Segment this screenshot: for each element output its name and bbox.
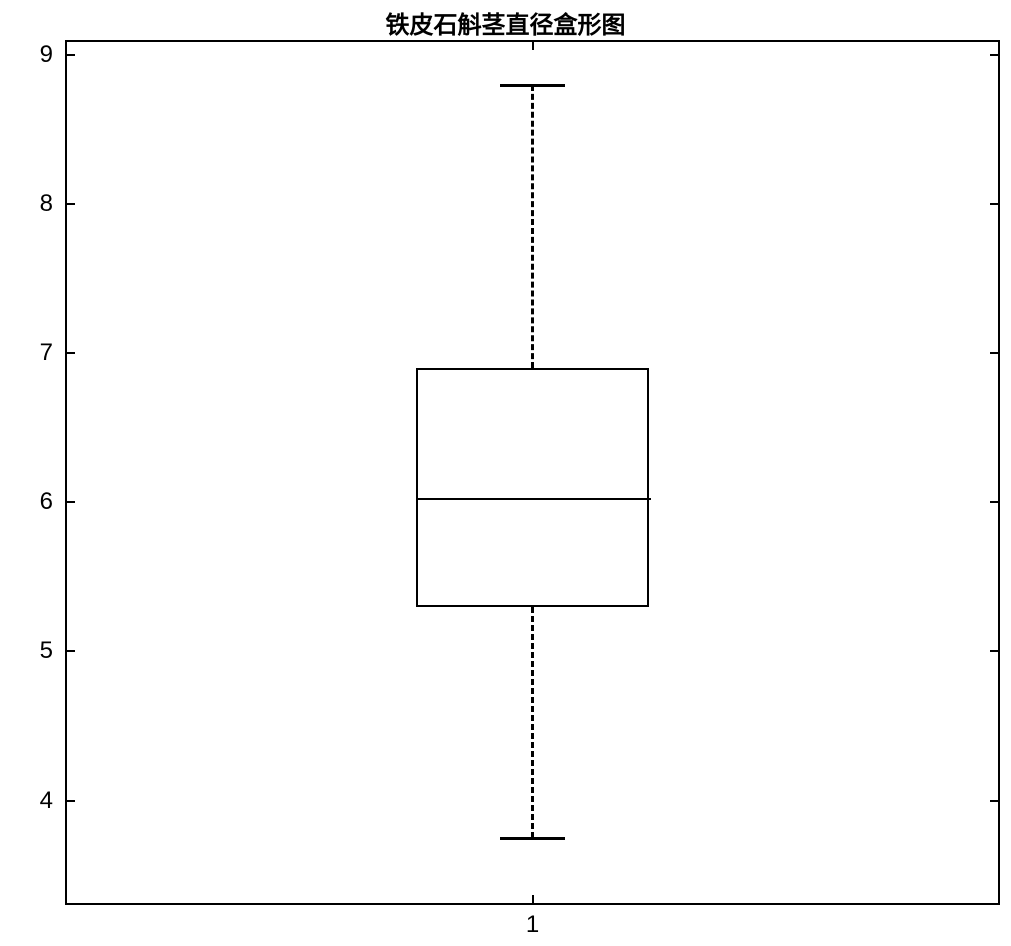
y-tick-mark [65,352,75,354]
y-tick-label: 6 [40,488,53,516]
y-tick-mark [65,54,75,56]
y-tick-mark [65,501,75,503]
chart-container: 铁皮石斛茎直径盒形图 4 5 6 7 8 9 1 [0,0,1011,946]
y-tick-mark [990,54,1000,56]
x-tick-mark [532,895,534,905]
y-tick-mark [990,352,1000,354]
boxplot-whisker-cap-upper [500,84,565,87]
y-tick-mark [65,800,75,802]
y-tick-label: 8 [40,190,53,218]
boxplot-whisker-cap-lower [500,837,565,840]
boxplot-whisker-lower [531,607,534,838]
y-tick-mark [65,203,75,205]
y-tick-label: 5 [40,637,53,665]
y-tick-mark [990,501,1000,503]
boxplot-whisker-upper [531,85,534,368]
chart-title: 铁皮石斛茎直径盒形图 [0,5,1011,40]
y-tick-label: 4 [40,787,53,815]
boxplot-median [416,498,652,500]
y-tick-mark [990,800,1000,802]
x-tick-mark [532,40,534,50]
y-tick-label: 9 [40,41,53,69]
y-tick-mark [990,650,1000,652]
y-tick-label: 7 [40,339,53,367]
boxplot-box [416,368,650,607]
x-tick-label: 1 [513,911,553,939]
y-tick-mark [990,203,1000,205]
y-tick-mark [65,650,75,652]
